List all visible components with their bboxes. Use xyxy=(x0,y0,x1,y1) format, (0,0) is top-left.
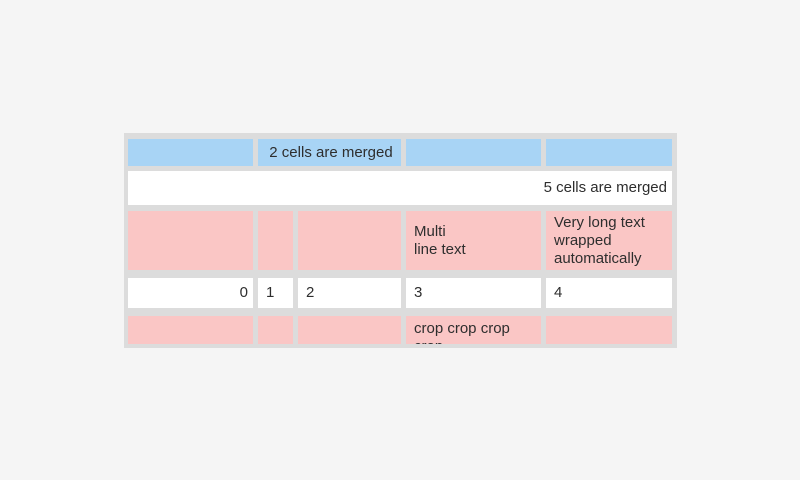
multiline-row: Multi line text Very long text wrapped au… xyxy=(128,211,672,270)
table-widget: 2 cells are merged 5 cells are merged Mult… xyxy=(124,133,677,348)
full-merged-row: 5 cells are merged xyxy=(128,171,672,205)
table-cell-text: 0 xyxy=(239,284,248,301)
table-cell-r3c1[interactable]: 1 xyxy=(258,278,293,308)
table-cell-r4c2[interactable] xyxy=(298,316,401,344)
table-cell-r3c4[interactable]: 4 xyxy=(546,278,672,308)
table-cell-r2c4[interactable]: Very long text wrapped automatically xyxy=(546,211,672,270)
table-cell-text: 2 cells are merged xyxy=(269,143,393,161)
table-cell-r4c0[interactable] xyxy=(128,316,253,344)
table-cell-r3c3[interactable]: 3 xyxy=(406,278,541,308)
table-cell-r2c1[interactable] xyxy=(258,211,293,270)
numbers-row: 0 1 2 3 4 xyxy=(128,278,672,308)
table-cell-r4c4[interactable] xyxy=(546,316,672,344)
table-cell-r0c1[interactable]: 2 cells are merged xyxy=(258,139,401,166)
table-cell-r4c3[interactable]: crop crop crop crop xyxy=(406,316,541,344)
table-cell-text: 1 xyxy=(266,284,275,301)
table-cell-r0c3[interactable] xyxy=(546,139,672,166)
table-cell-r2c3[interactable]: Multi line text xyxy=(406,211,541,270)
table-cell-r4c1[interactable] xyxy=(258,316,293,344)
table-cell-text: 5 cells are merged xyxy=(543,179,667,196)
table-cell-text: 2 xyxy=(306,284,315,301)
table-cell-r3c2[interactable]: 2 xyxy=(298,278,401,308)
table-cell-text: Multi line text xyxy=(414,222,466,258)
table-cell-text: crop crop crop crop xyxy=(414,320,510,344)
table-cell-r2c2[interactable] xyxy=(298,211,401,270)
table-cell-r2c0[interactable] xyxy=(128,211,253,270)
header-row: 2 cells are merged xyxy=(128,139,672,166)
table-cell-r0c2[interactable] xyxy=(406,139,541,166)
table-cell-r1c0[interactable]: 5 cells are merged xyxy=(128,171,672,205)
table-cell-text: 4 xyxy=(554,284,563,301)
table-rows: 2 cells are merged 5 cells are merged Mult… xyxy=(128,139,672,344)
table-cell-text: Very long text wrapped automatically xyxy=(554,213,645,267)
table-cell-text: 3 xyxy=(414,284,423,301)
table-cell-r3c0[interactable]: 0 xyxy=(128,278,253,308)
table-scroll-viewport[interactable]: 2 cells are merged 5 cells are merged Mult… xyxy=(128,139,672,344)
cropped-row: crop crop crop crop xyxy=(128,316,672,344)
table-cell-r0c0[interactable] xyxy=(128,139,253,166)
